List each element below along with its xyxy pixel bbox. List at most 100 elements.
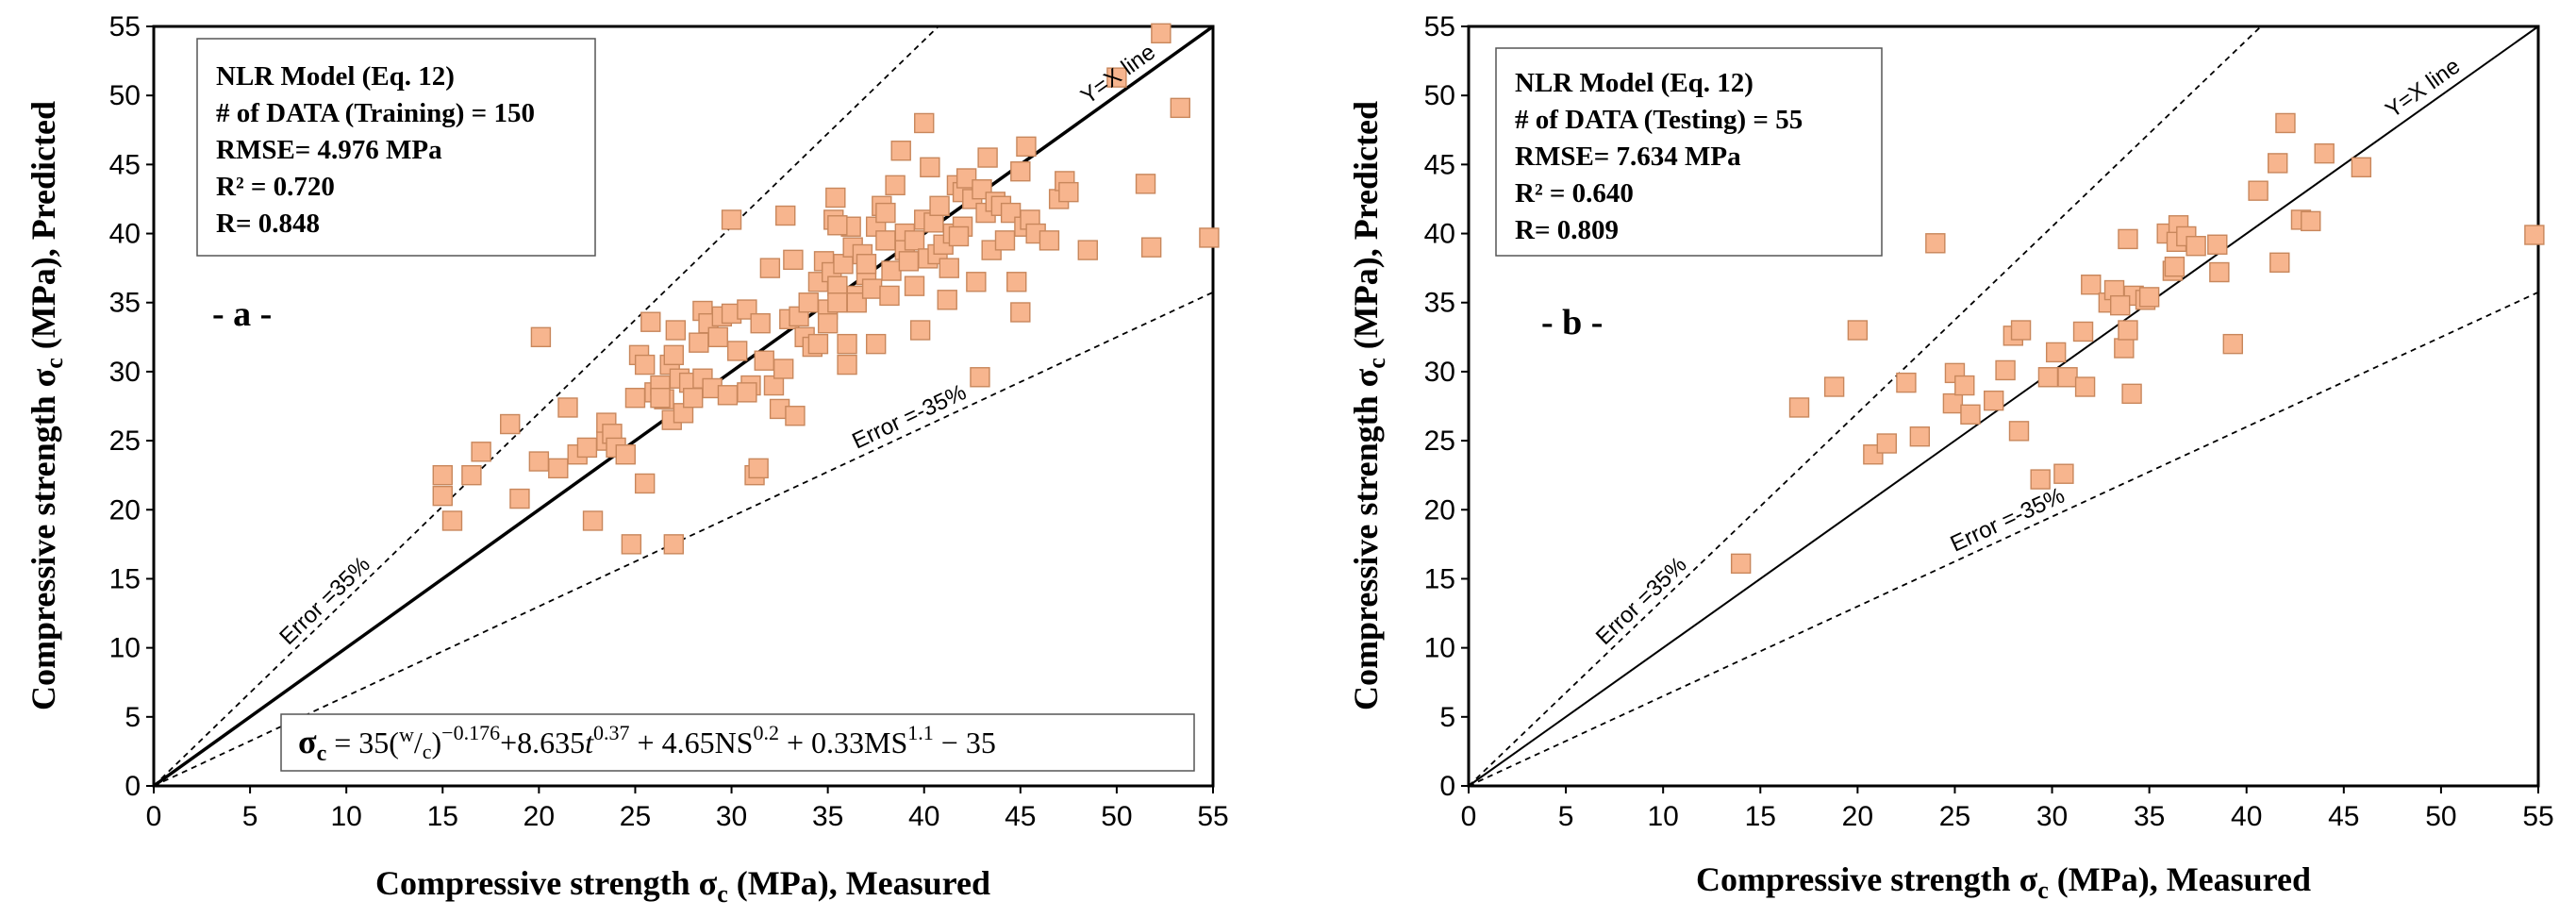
panel-a-data-point — [856, 254, 877, 275]
panel-b-data-point — [1847, 320, 1869, 341]
panel-a-x-tick-label: 45 — [1005, 801, 1036, 832]
panel-a-x-tick-label: 0 — [146, 801, 162, 832]
panel-b-data-point — [2185, 236, 2206, 257]
panel-b-y-tick-label: 45 — [1424, 149, 1455, 180]
panel-a-x-tick-label: 50 — [1101, 801, 1132, 832]
panel-a-data-point — [827, 215, 848, 236]
panel-a-y-tick-label: 5 — [125, 702, 141, 733]
panel-a-info-r: R= 0.848 — [216, 209, 320, 239]
panel-a-data-point — [1010, 302, 1031, 323]
panel-b-y-tick-label: 35 — [1424, 288, 1455, 319]
panel-a-data-point — [759, 258, 781, 278]
panel-a-data-point — [663, 344, 684, 366]
panel-a-y-tick-label: 25 — [109, 426, 141, 457]
panel-b-data-point — [2010, 320, 2032, 341]
panel-a-formula: σc = 35(w/c)−0.176+8.635t0.37 + 4.65NS0.… — [298, 721, 996, 766]
panel-b-data-point — [1909, 426, 1931, 447]
panel-b-y-tick-label: 40 — [1424, 219, 1455, 250]
panel-a-info-r2: R² = 0.720 — [216, 172, 335, 202]
panel-b-data-point — [1983, 390, 2004, 411]
panel-a-data-point — [754, 350, 774, 371]
panel-b-data-point — [2351, 157, 2372, 177]
panel-a-data-point — [471, 442, 491, 462]
panel-b-x-axis-title: Compressive strength σc (MPa), Measured — [1696, 860, 2311, 904]
panel-a-data-point — [615, 444, 636, 465]
panel-b-data-point — [2030, 469, 2051, 490]
panel-a-data-point — [1170, 97, 1190, 119]
panel-a-info-box — [196, 38, 596, 257]
panel-a-data-point — [939, 258, 959, 278]
panel-b-data-point — [2074, 376, 2096, 397]
panel-b-info-box — [1495, 47, 1883, 257]
panel-a-data-point — [977, 147, 998, 168]
panel-b-data-point — [2008, 421, 2030, 442]
panel-a-data-point — [970, 367, 990, 388]
panel-b-data-point — [1954, 375, 1975, 396]
panel-b-y-tick-label: 25 — [1424, 426, 1455, 457]
panel-a-data-point — [530, 326, 552, 348]
panel-b-data-point — [2164, 256, 2185, 277]
panel-a-upper-error-line — [153, 25, 939, 787]
panel-a-data-point — [904, 275, 925, 296]
panel-a-data-point — [865, 333, 887, 355]
panel-a-x-tick-label: 30 — [716, 801, 747, 832]
panel-a-data-point — [634, 354, 656, 376]
panel-a-y-tick-label: 35 — [109, 288, 141, 319]
panel-b-label: - b - — [1541, 303, 1603, 342]
panel-a-x-tick-label: 25 — [620, 801, 651, 832]
panel-b-x-tick-label: 50 — [2425, 801, 2456, 832]
panel-b-y-tick-label: 0 — [1439, 771, 1455, 802]
panel-b-y-tick-label: 50 — [1424, 80, 1455, 111]
panel-a-data-point — [650, 388, 671, 409]
panel-a-data-point — [879, 285, 900, 307]
panel-a-data-point — [875, 230, 896, 251]
panel-b-data-point — [2248, 180, 2269, 201]
panel-a-data-point — [750, 312, 771, 334]
panel-b-y-tick-label: 55 — [1424, 11, 1455, 42]
panel-a-data-point — [1151, 23, 1172, 44]
panel-a-data-point — [909, 320, 931, 341]
panel-a-data-point — [721, 209, 742, 230]
panel-b-y-axis-title: Compressive strength σc (MPa), Predicted — [1347, 101, 1390, 710]
panel-a-data-point — [861, 278, 883, 299]
panel-b-data-point — [2045, 342, 2067, 363]
panel-a-y-tick-label: 40 — [109, 219, 141, 250]
panel-b-data-point — [2121, 383, 2142, 405]
panel-a-data-point — [846, 292, 867, 313]
panel-a-data-point — [582, 510, 604, 531]
panel-b-data-point — [1788, 397, 1810, 418]
panel-a-data-point — [1058, 181, 1079, 203]
panel-b-info-model: NLR Model (Eq. 12) — [1515, 68, 1753, 98]
panel-b-data-point — [2114, 338, 2135, 359]
panel-a-data-point — [663, 534, 684, 555]
panel-b-info-count: # of DATA (Testing) = 55 — [1515, 105, 1803, 135]
panel-a-data-point — [1016, 136, 1037, 158]
panel-b-data-point — [2057, 367, 2078, 388]
panel-b-data-point — [2275, 112, 2296, 134]
panel-a-data-point — [948, 225, 970, 247]
panel-a-x-tick-label: 10 — [330, 801, 361, 832]
panel-a-data-point — [785, 406, 806, 426]
panel-b-y-tick-label: 30 — [1424, 357, 1455, 388]
panel-a-data-point — [689, 332, 709, 353]
panel-b-data-point — [1960, 404, 1981, 425]
panel-b-data-point — [2268, 153, 2288, 174]
panel-b-x-tick-label: 10 — [1647, 801, 1678, 832]
panel-b-data-point — [2222, 333, 2243, 355]
panel-a-data-point — [898, 251, 920, 272]
panel-a-data-point — [717, 385, 739, 406]
panel-b-y-tick-label: 15 — [1424, 563, 1455, 594]
panel-a-data-point — [461, 464, 482, 486]
panel-a-data-point — [904, 230, 925, 251]
panel-a-data-point — [994, 230, 1016, 251]
panel-b-y-tick-label: 10 — [1424, 633, 1455, 664]
panel-b-data-point — [1896, 372, 1917, 393]
panel-a-data-point — [726, 341, 748, 361]
panel-a-data-point — [837, 333, 857, 355]
panel-a-data-point — [837, 354, 857, 376]
panel-a-data-point — [500, 413, 521, 435]
panel-b-x-tick-label: 5 — [1558, 801, 1574, 832]
panel-a-data-point — [748, 458, 769, 479]
panel-b-x-tick-label: 15 — [1745, 801, 1776, 832]
panel-a-x-tick-label: 20 — [524, 801, 555, 832]
